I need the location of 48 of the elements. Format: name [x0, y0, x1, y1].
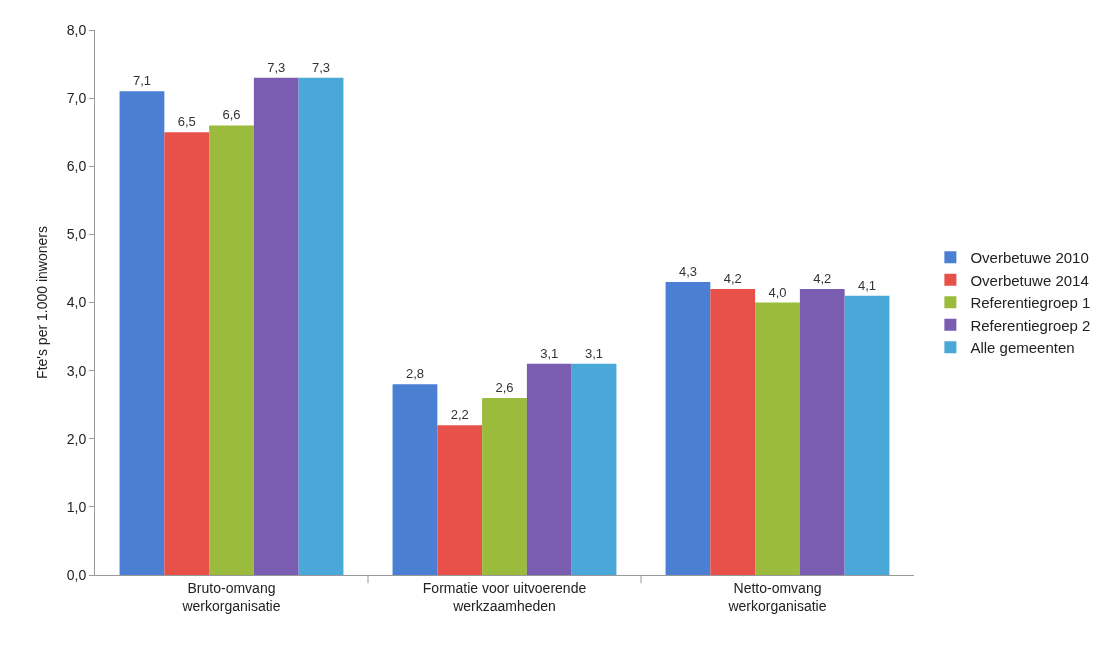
y-tick-label: 6,0	[66, 158, 87, 175]
bar	[844, 295, 890, 575]
bar	[482, 397, 527, 575]
y-tick-label: 1,0	[66, 498, 87, 515]
bar	[526, 363, 572, 575]
bar	[571, 363, 617, 575]
data-label: 2,2	[450, 407, 469, 423]
data-label: 4,2	[723, 270, 742, 286]
legend-label: Overbetuwe 2010	[970, 249, 1089, 267]
y-tick-label: 7,0	[66, 90, 87, 107]
bar	[392, 384, 438, 575]
x-tick-label: Netto-omvang werkorganisatie	[727, 579, 827, 614]
bar	[298, 77, 344, 575]
data-label: 4,0	[768, 284, 787, 300]
bar	[209, 125, 254, 575]
x-tick-label: Bruto-omvang werkorganisatie	[181, 579, 281, 614]
bar	[437, 425, 483, 575]
data-label: 4,2	[813, 270, 832, 286]
data-label: 4,3	[678, 264, 697, 280]
data-label: 2,8	[405, 366, 424, 382]
data-label: 2,6	[495, 379, 514, 395]
data-label: 6,6	[222, 107, 241, 123]
bar	[253, 77, 299, 575]
data-label: 7,3	[267, 59, 286, 75]
x-tick-label: Formatie voor uitvoerende werkzaamheden	[422, 579, 587, 614]
bar	[119, 91, 165, 575]
bar	[710, 288, 756, 575]
y-tick-label: 4,0	[66, 294, 87, 311]
data-label: 7,1	[132, 73, 151, 89]
data-label: 3,1	[540, 345, 559, 361]
bar	[755, 302, 800, 575]
legend-label: Referentiegroep 2	[970, 316, 1091, 334]
y-tick-label: 5,0	[66, 226, 87, 243]
y-axis-title: Fte's per 1.000 inwoners	[34, 226, 51, 379]
y-tick-label: 8,0	[66, 21, 87, 38]
data-label: 6,5	[177, 114, 196, 130]
y-tick-label: 0,0	[66, 566, 87, 583]
data-label: 3,1	[585, 345, 604, 361]
data-label: 7,3	[312, 59, 331, 75]
bar	[799, 288, 845, 575]
bar	[164, 132, 210, 575]
legend-label: Referentiegroep 1	[970, 294, 1091, 312]
bar	[665, 282, 711, 575]
y-tick-label: 3,0	[66, 362, 87, 379]
legend-label: Alle gemeenten	[970, 339, 1075, 357]
y-tick-label: 2,0	[66, 430, 87, 447]
data-label: 4,1	[858, 277, 877, 293]
legend-label: Overbetuwe 2014	[970, 271, 1089, 289]
